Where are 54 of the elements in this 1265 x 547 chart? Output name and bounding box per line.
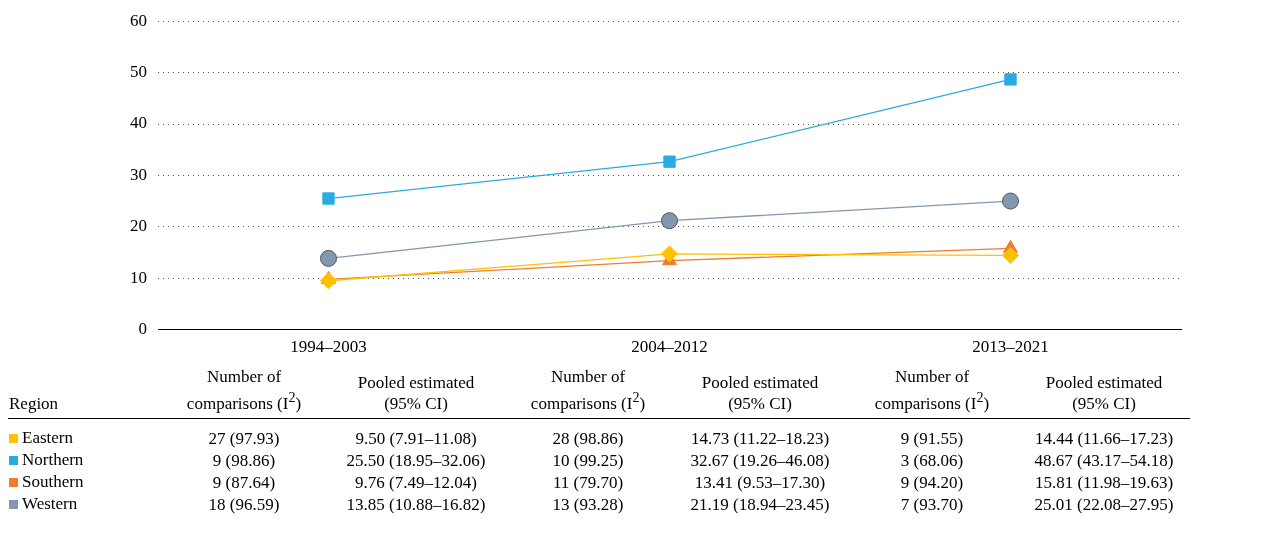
data-label: 21.19 (18.94–23.45) [689,493,831,515]
point [661,245,678,263]
legend-label: Northern [21,448,85,471]
data-label: 15.81 (11.98–19.63) [1033,471,1175,493]
point [1002,246,1019,264]
text: Pooled estimated (95% CI) [701,372,819,413]
point [320,249,337,267]
text: 9 (94.20) [899,471,965,493]
text: 28 (98.86) [551,427,625,449]
data-label: 14.73 (11.22–18.23) [689,427,831,449]
y-tick-label: 50 [130,62,147,82]
text: Number of comparisons (I$^{2}$) [185,366,303,415]
point [1002,192,1019,210]
text: 9 (87.64) [211,471,277,493]
data-label: 25.50 (18.95–32.06) [345,449,487,471]
text: 9 (98.86) [211,449,277,471]
legend-label: Southern [21,470,85,493]
data-label: 32.67 (19.26–46.08) [689,449,831,471]
text: Region [8,392,60,415]
data-label: 48.67 (43.17–54.18) [1033,449,1175,471]
legend-label: Eastern [21,426,74,449]
y-tick-label: 30 [130,164,147,184]
point [320,272,337,290]
point [661,212,678,230]
point [663,155,676,168]
text: 10 (99.25) [551,449,625,471]
y-tick-label: 10 [130,267,147,287]
data-label: 13.85 (10.88–16.82) [345,493,487,515]
x-tick-label: 2013–2021 [972,337,1049,357]
text: 13 (93.28) [551,493,625,515]
y-tick-label: 40 [130,113,147,133]
x-tick-label: 1994–2003 [290,337,367,357]
text: 3 (68.06) [899,449,965,471]
text: 11 (79.70) [551,471,625,493]
text: 7 (93.70) [899,493,965,515]
text: Number of comparisons (I$^{2}$) [874,367,990,413]
point [1004,73,1017,86]
text: Number of comparisons (I$^{2}$) [530,367,646,413]
legend-label: Western [21,492,79,515]
data-label: 14.44 (11.66–17.23) [1033,427,1175,449]
text: 27 (97.93) [207,427,281,449]
point [322,192,335,205]
x-tick-label: 2004–2012 [631,337,708,357]
data-label: 9.76 (7.49–12.04) [354,471,478,493]
text: Pooled estimated (95% CI) [356,371,476,415]
text: 18 (96.59) [207,493,281,515]
text: Pooled estimated (95% CI) [1045,372,1163,413]
data-label: 25.01 (22.08–27.95) [1033,493,1175,515]
data-label: 9.50 (7.91–11.08) [354,427,478,449]
text: 9 (91.55) [899,427,965,449]
y-tick-label: 20 [130,216,147,236]
data-label: 13.41 (9.53–17.30) [693,471,827,493]
y-tick-label: 0 [138,319,147,339]
y-tick-label: 60 [130,10,147,30]
